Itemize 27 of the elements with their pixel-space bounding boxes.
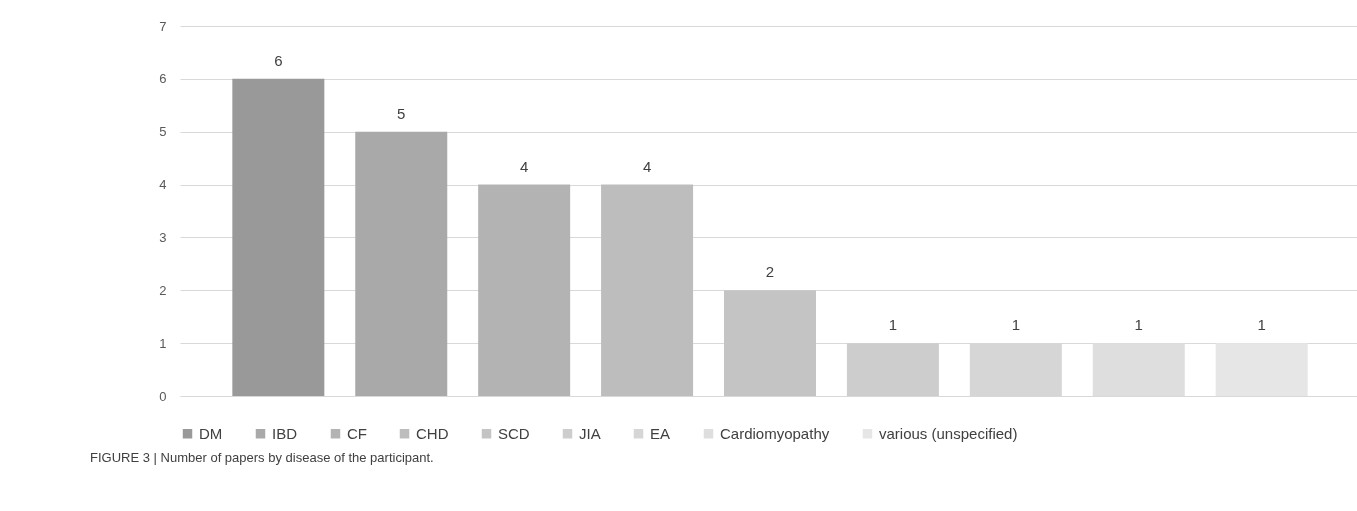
data-label: 2: [765, 263, 775, 281]
data-label: 6: [274, 51, 283, 69]
data-label: 5: [397, 104, 406, 122]
legend-label: IBD: [272, 424, 298, 442]
legend-label: Cardiomyopathy: [720, 424, 830, 442]
y-tick-label: 5: [159, 124, 167, 140]
data-label: 1: [1257, 316, 1266, 334]
legend-label: various (unspecified): [879, 424, 1018, 442]
data-label: 1: [888, 316, 898, 334]
data-label: 1: [1011, 316, 1021, 334]
y-tick-label: 6: [159, 71, 167, 87]
legend-label: CHD: [416, 424, 449, 442]
data-label: 4: [519, 157, 529, 175]
data-label: 1: [1134, 316, 1143, 334]
legend-label: SCD: [498, 424, 530, 442]
legend-label: JIA: [579, 424, 601, 442]
caption: FIGURE 3 | Number of papers by disease of the participant.: [90, 450, 434, 465]
y-tick-label: 2: [159, 282, 167, 298]
y-tick-label: 1: [159, 335, 167, 351]
y-tick-label: 4: [159, 177, 167, 193]
legend-label: DM: [199, 424, 223, 442]
legend-label: CF: [347, 424, 367, 442]
y-tick-label: 7: [159, 18, 167, 34]
legend-label: EA: [650, 424, 671, 442]
data-label: 4: [642, 157, 652, 175]
y-tick-label: 0: [159, 388, 167, 404]
y-tick-label: 3: [159, 229, 167, 245]
